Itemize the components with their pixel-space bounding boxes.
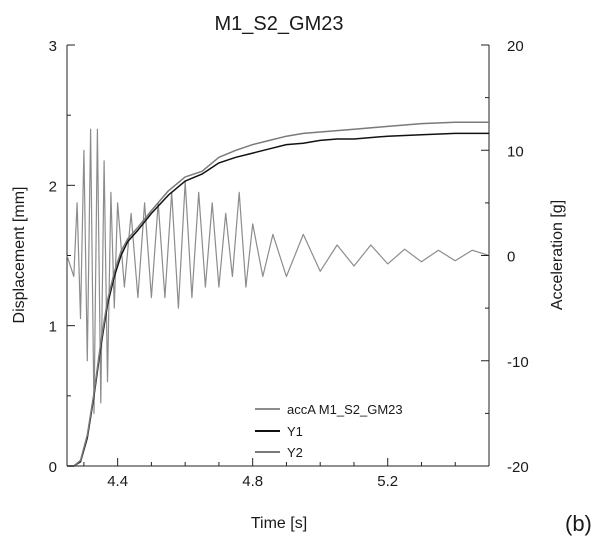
legend-label-Y1: Y1: [287, 424, 303, 439]
legend: accA M1_S2_GM23 Y1 Y2: [255, 402, 403, 460]
ticks-layer: 4.4 4.8 5.2 0 1 2 3 -20 -10 0 10 20: [49, 38, 529, 490]
legend-label-accA: accA M1_S2_GM23: [287, 402, 403, 417]
panel-label: (b): [565, 511, 592, 536]
y-right-tick-label: 10: [507, 143, 524, 160]
y-left-tick-label: 3: [49, 38, 57, 55]
y-axis-left-label: Displacement [mm]: [11, 187, 28, 324]
series-line-1: [67, 132, 489, 467]
series-line-2: [67, 121, 489, 467]
chart-title: M1_S2_GM23: [215, 13, 344, 35]
x-axis-label: Time [s]: [251, 515, 307, 532]
y-left-tick-label: 0: [49, 459, 57, 476]
y-right-tick-label: -10: [507, 354, 529, 371]
series-layer: [66, 121, 490, 467]
y-right-tick-label: -20: [507, 459, 529, 476]
legend-label-Y2: Y2: [287, 445, 303, 460]
x-tick-label: 5.2: [377, 473, 398, 490]
y-right-tick-label: 0: [507, 249, 515, 266]
x-tick-label: 4.8: [242, 473, 263, 490]
y-right-tick-label: 20: [507, 38, 524, 55]
series-line-0: [66, 128, 490, 414]
y-axis-right-label: Acceleration [g]: [549, 200, 566, 310]
plot-area: [66, 45, 490, 467]
x-tick-label: 4.4: [107, 473, 128, 490]
y-left-tick-label: 1: [49, 319, 57, 336]
y-left-tick-label: 2: [49, 178, 57, 195]
